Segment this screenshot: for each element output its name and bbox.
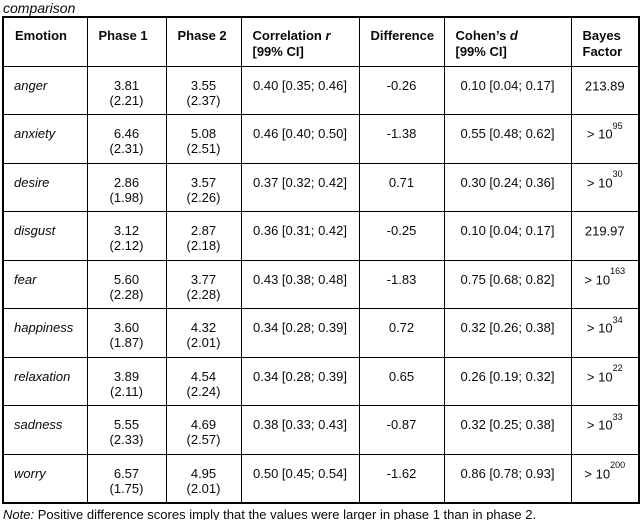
phase1-cell: 6.46 (2.31) (86, 114, 167, 164)
difference-cell: -0.25 (358, 211, 445, 261)
phase1-cell: 3.12 (2.12) (86, 211, 167, 261)
table-row-anxiety: anxiety 6.46 (2.31) 5.08 (2.51) 0.46 [0.40; 0… (2, 114, 640, 164)
bayes-factor-cell: 219.97 (570, 211, 640, 261)
correlation-cell: 0.36 [0.31; 0.42] (240, 211, 360, 261)
cohens-d-cell: 0.32 [0.26; 0.38] (443, 308, 572, 358)
col-header-phase1: Phase 1 (86, 16, 167, 67)
difference-cell: -0.87 (358, 405, 445, 455)
bayes-exponent: 163 (610, 266, 626, 276)
phase1-cell: 3.60 (1.87) (86, 308, 167, 358)
table-row-anger: anger 3.81 (2.21) 3.55 (2.37) 0.40 [0.35; 0.4… (2, 65, 640, 115)
difference-cell: -1.38 (358, 114, 445, 164)
bayes-factor-cell: > 1095 (570, 114, 640, 164)
bayes-exponent: 95 (612, 120, 623, 131)
cohens-d-cell: 0.32 [0.25; 0.38] (443, 405, 572, 455)
table-body: anger 3.81 (2.21) 3.55 (2.37) 0.40 [0.35; 0.4… (2, 65, 640, 503)
bayes-factor-cell: > 1022 (570, 356, 640, 406)
phase2-cell: 4.54 (2.24) (165, 356, 242, 406)
emotion-cell: sadness (2, 405, 88, 455)
cohens-d-cell: 0.30 [0.24; 0.36] (443, 162, 572, 212)
emotion-cell: relaxation (2, 356, 88, 406)
difference-cell: -0.26 (358, 65, 445, 115)
bayes-factor-cell: > 10200 (570, 453, 640, 503)
col-header-bayes-factor: Bayes Factor (570, 16, 640, 67)
table-row-relaxation: relaxation 3.89 (2.11) 4.54 (2.24) 0.34 [0.28… (2, 356, 640, 406)
phase1-cell: 5.55 (2.33) (86, 405, 167, 455)
phase1-cell: 2.86 (1.98) (86, 162, 167, 212)
cohens-d-cell: 0.75 [0.68; 0.82] (443, 259, 572, 309)
cohens-d-cell: 0.55 [0.48; 0.62] (443, 114, 572, 164)
phase2-cell: 3.55 (2.37) (165, 65, 242, 115)
phase2-cell: 5.08 (2.51) (165, 114, 242, 164)
table-row-desire: desire 2.86 (1.98) 3.57 (2.26) 0.37 [0.32; 0.… (2, 162, 640, 212)
phase1-cell: 5.60 (2.28) (86, 259, 167, 309)
difference-cell: -1.83 (358, 259, 445, 309)
bayes-factor-cell: > 1034 (570, 308, 640, 358)
cohens-d-cell: 0.86 [0.78; 0.93] (443, 453, 572, 503)
emotion-cell: anger (2, 65, 88, 115)
difference-cell: -1.62 (358, 453, 445, 503)
col-header-difference: Difference (358, 16, 445, 67)
bayes-exponent: 30 (612, 169, 623, 179)
correlation-cell: 0.43 [0.38; 0.48] (240, 259, 360, 309)
phase2-cell: 4.69 (2.57) (165, 405, 242, 455)
cohens-d-cell: 0.26 [0.19; 0.32] (443, 356, 572, 406)
emotion-cell: disgust (2, 211, 88, 261)
bayes-exponent: 22 (612, 363, 623, 373)
header-row: Emotion Phase 1 Phase 2 Correlation r [99… (2, 16, 640, 67)
cohens-d-cell: 0.10 [0.04; 0.17] (443, 211, 572, 261)
correlation-cell: 0.37 [0.32; 0.42] (240, 162, 360, 212)
phase1-cell: 6.57 (1.75) (86, 453, 167, 503)
correlation-cell: 0.46 [0.40; 0.50] (240, 114, 360, 164)
phase2-cell: 3.57 (2.26) (165, 162, 242, 212)
table-row-sadness: sadness 5.55 (2.33) 4.69 (2.57) 0.38 [0.33; 0… (2, 405, 640, 455)
note-label: Note: (3, 506, 35, 520)
correlation-cell: 0.40 [0.35; 0.46] (240, 65, 360, 115)
phase2-cell: 4.32 (2.01) (165, 308, 242, 358)
bayes-exponent: 33 (612, 411, 623, 422)
table-header: Emotion Phase 1 Phase 2 Correlation r [99… (2, 16, 640, 67)
col-header-emotion: Emotion (2, 16, 88, 67)
phase2-cell: 3.77 (2.28) (165, 259, 242, 309)
bayes-exponent: 34 (612, 314, 623, 325)
table-row-happiness: happiness 3.60 (1.87) 4.32 (2.01) 0.34 [0.28;… (2, 308, 640, 358)
table-note: Note: Positive difference scores imply t… (3, 507, 638, 520)
difference-cell: 0.71 (358, 162, 445, 212)
table-caption: comparison (3, 0, 76, 16)
cohens-d-cell: 0.10 [0.04; 0.17] (443, 65, 572, 115)
col-header-phase2: Phase 2 (165, 16, 242, 67)
correlation-cell: 0.34 [0.28; 0.39] (240, 308, 360, 358)
col-header-correlation: Correlation r [99% CI] (240, 16, 360, 67)
table-row-worry: worry 6.57 (1.75) 4.95 (2.01) 0.50 [0.45; 0.5… (2, 453, 640, 503)
phase1-cell: 3.81 (2.21) (86, 65, 167, 115)
phase2-cell: 4.95 (2.01) (165, 453, 242, 503)
emotion-cell: fear (2, 259, 88, 309)
correlation-cell: 0.34 [0.28; 0.39] (240, 356, 360, 406)
note-text: Positive difference scores imply that th… (37, 506, 537, 520)
emotion-comparison-table: Emotion Phase 1 Phase 2 Correlation r [99… (2, 16, 640, 504)
difference-cell: 0.72 (358, 308, 445, 358)
phase2-cell: 2.87 (2.18) (165, 211, 242, 261)
col-header-cohens-d: Cohen’s d [99% CI] (443, 16, 572, 67)
emotion-cell: worry (2, 453, 88, 503)
difference-cell: 0.65 (358, 356, 445, 406)
table-row-fear: fear 5.60 (2.28) 3.77 (2.28) 0.43 [0.38; 0.48… (2, 259, 640, 309)
emotion-cell: anxiety (2, 114, 88, 164)
bayes-factor-cell: > 10163 (570, 259, 640, 309)
bayes-factor-cell: > 1030 (570, 162, 640, 212)
emotion-cell: desire (2, 162, 88, 212)
phase1-cell: 3.89 (2.11) (86, 356, 167, 406)
emotion-cell: happiness (2, 308, 88, 358)
bayes-factor-cell: 213.89 (570, 65, 640, 115)
bayes-exponent: 200 (610, 460, 626, 470)
correlation-cell: 0.50 [0.45; 0.54] (240, 453, 360, 503)
table-row-disgust: disgust 3.12 (2.12) 2.87 (2.18) 0.36 [0.31; 0… (2, 211, 640, 261)
bayes-factor-cell: > 1033 (570, 405, 640, 455)
correlation-cell: 0.38 [0.33; 0.43] (240, 405, 360, 455)
